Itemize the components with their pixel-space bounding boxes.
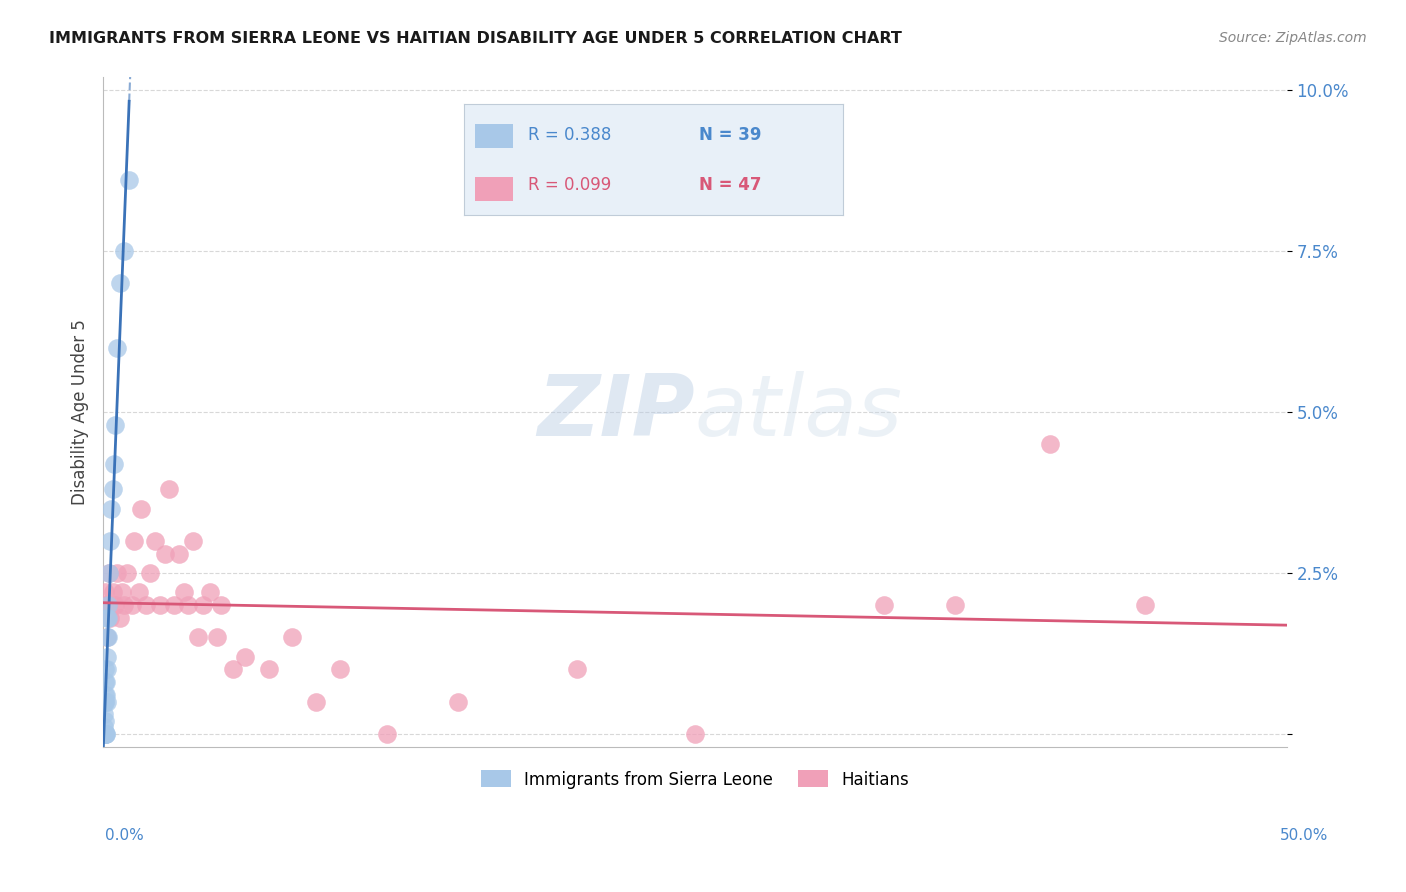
Point <box>97 598 120 612</box>
Point <box>94 585 117 599</box>
Point <box>305 695 328 709</box>
Point <box>96 630 118 644</box>
Point <box>94 695 117 709</box>
Text: 0.0%: 0.0% <box>105 828 145 843</box>
Point <box>98 566 121 580</box>
Point <box>101 585 124 599</box>
Point <box>565 663 588 677</box>
Point <box>94 727 117 741</box>
Point <box>108 611 131 625</box>
Point <box>177 598 200 612</box>
Point <box>375 727 398 741</box>
Point <box>153 547 176 561</box>
Point <box>108 277 131 291</box>
Point <box>198 585 221 599</box>
Point <box>281 630 304 644</box>
Point <box>114 244 136 259</box>
Text: ZIP: ZIP <box>537 370 695 453</box>
Point <box>93 727 115 741</box>
Point <box>118 173 141 187</box>
Point <box>94 727 117 741</box>
Point <box>98 566 121 580</box>
Point <box>93 727 115 741</box>
Point <box>943 598 966 612</box>
Point <box>93 727 115 741</box>
Text: atlas: atlas <box>695 370 903 453</box>
Point <box>96 611 118 625</box>
Point <box>94 727 117 741</box>
Point <box>447 695 470 709</box>
Point <box>149 598 172 612</box>
Text: 50.0%: 50.0% <box>1281 828 1329 843</box>
Point <box>233 649 256 664</box>
Point <box>121 598 143 612</box>
Point <box>187 630 209 644</box>
Point <box>97 611 120 625</box>
Point <box>103 457 125 471</box>
Point <box>173 585 195 599</box>
Point <box>94 675 117 690</box>
Point <box>683 727 706 741</box>
Point <box>1133 598 1156 612</box>
Point <box>105 341 128 355</box>
Point <box>129 501 152 516</box>
Point <box>139 566 162 580</box>
Point <box>1039 437 1062 451</box>
Point <box>94 714 117 728</box>
Point <box>93 695 115 709</box>
Point <box>93 598 115 612</box>
Point <box>98 533 121 548</box>
Point <box>93 727 115 741</box>
Y-axis label: Disability Age Under 5: Disability Age Under 5 <box>72 319 89 505</box>
Legend: Immigrants from Sierra Leone, Haitians: Immigrants from Sierra Leone, Haitians <box>474 764 915 796</box>
Point <box>111 585 134 599</box>
Point <box>96 649 118 664</box>
Point <box>205 630 228 644</box>
Point <box>114 598 136 612</box>
Point <box>135 598 157 612</box>
Point <box>115 566 138 580</box>
Point <box>94 695 117 709</box>
Point <box>122 533 145 548</box>
Point <box>97 598 120 612</box>
Point <box>104 417 127 432</box>
Point <box>97 630 120 644</box>
Point <box>329 663 352 677</box>
Point <box>96 663 118 677</box>
Point <box>98 611 121 625</box>
Point <box>96 675 118 690</box>
Point <box>101 483 124 497</box>
Text: IMMIGRANTS FROM SIERRA LEONE VS HAITIAN DISABILITY AGE UNDER 5 CORRELATION CHART: IMMIGRANTS FROM SIERRA LEONE VS HAITIAN … <box>49 31 903 46</box>
Point <box>100 501 122 516</box>
Point <box>143 533 166 548</box>
Point <box>211 598 233 612</box>
Point <box>96 630 118 644</box>
Point <box>163 598 186 612</box>
Point <box>93 688 115 702</box>
Point <box>94 727 117 741</box>
Point <box>94 727 117 741</box>
Point <box>167 547 190 561</box>
Point <box>105 566 128 580</box>
Point <box>873 598 896 612</box>
Point <box>222 663 245 677</box>
Point <box>157 483 180 497</box>
Point <box>96 727 118 741</box>
Point <box>93 720 115 734</box>
Point <box>104 598 127 612</box>
Point <box>94 688 117 702</box>
Point <box>93 707 115 722</box>
Point <box>257 663 280 677</box>
Point <box>181 533 204 548</box>
Point <box>96 695 118 709</box>
Text: Source: ZipAtlas.com: Source: ZipAtlas.com <box>1219 31 1367 45</box>
Point <box>191 598 214 612</box>
Point <box>128 585 150 599</box>
Point <box>94 663 117 677</box>
